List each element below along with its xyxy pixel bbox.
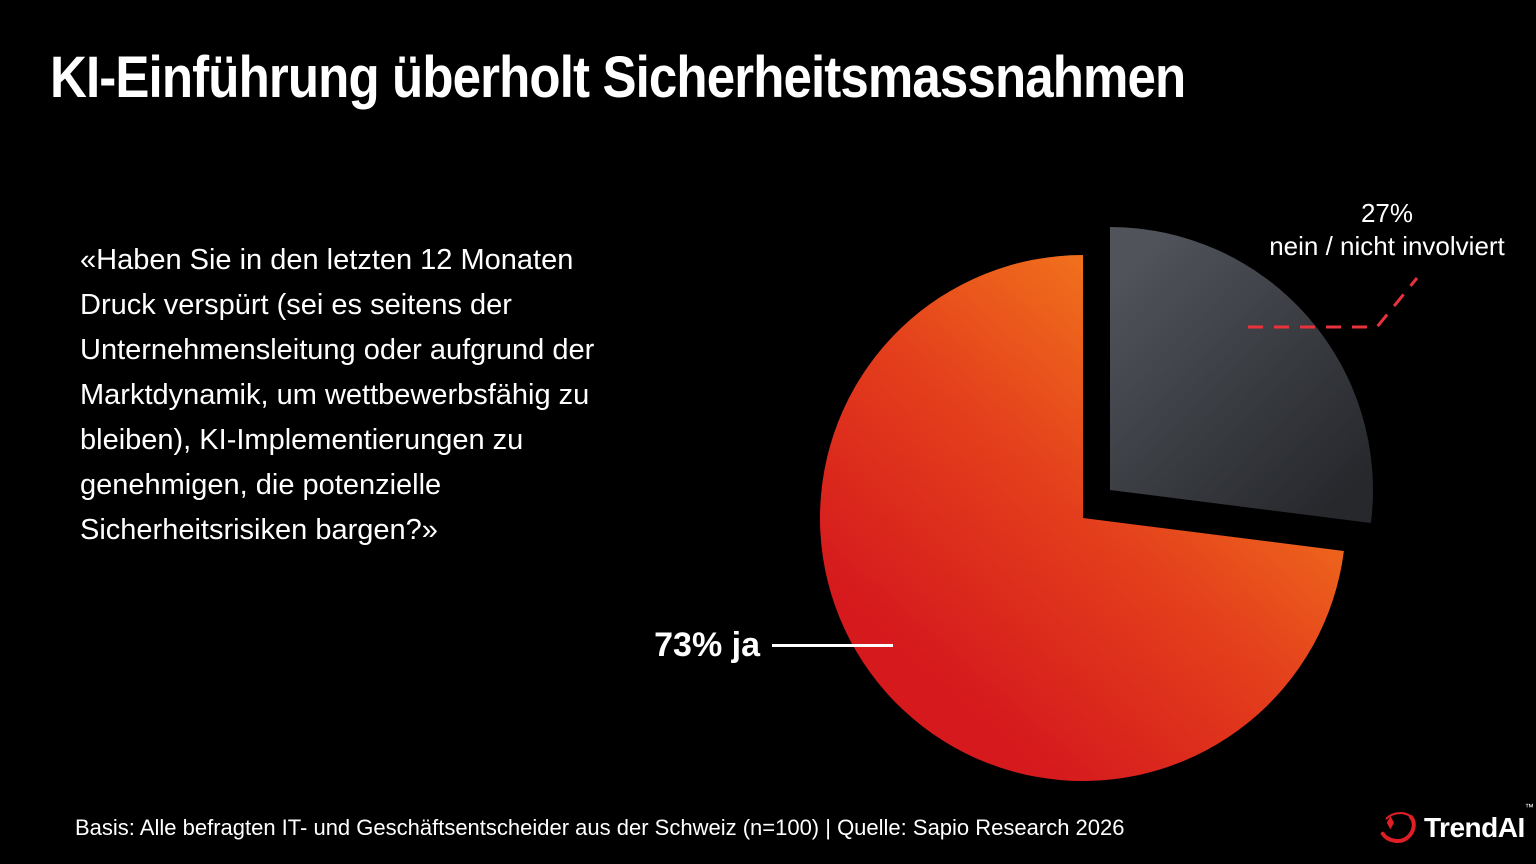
quote-line: bleiben), KI-Implementierungen zu (80, 424, 524, 456)
survey-question-quote: «Haben Sie in den letzten 12 Monaten Dru… (80, 238, 780, 553)
quote-line: Druck verspürt (sei es seitens der (80, 289, 512, 321)
pie-chart (819, 227, 1419, 782)
leader-line-ja (772, 644, 893, 647)
pie-label-ja: 73% ja (654, 626, 760, 664)
quote-line: Marktdynamik, um wettbewerbsfähig zu (80, 379, 590, 411)
brand-logo: TrendAI™ (1378, 802, 1534, 848)
quote-line: genehmigen, die potenzielle (80, 469, 442, 501)
page-title: KI-Einführung überholt Sicherheitsmassna… (50, 45, 1186, 110)
pie-label-nein: 27% nein / nicht involviert (1256, 197, 1518, 263)
quote-line: «Haben Sie in den letzten 12 Monaten (80, 244, 574, 276)
quote-line: Unternehmensleitung oder aufgrund der (80, 334, 595, 366)
pie-label-nein-percent: 27% (1360, 198, 1414, 228)
trendai-swoosh-icon (1380, 812, 1416, 843)
pie-slice-ja (819, 255, 1344, 782)
brand-logo-text: TrendAI (1424, 812, 1525, 843)
pie-slice-nein (1110, 227, 1373, 523)
pie-label-nein-text: nein / nicht involviert (1269, 231, 1505, 261)
brand-trademark: ™ (1524, 802, 1534, 812)
quote-line: Sicherheitsrisiken bargen?» (80, 514, 438, 546)
source-note: Basis: Alle befragten IT- und Geschäftse… (75, 815, 1125, 840)
